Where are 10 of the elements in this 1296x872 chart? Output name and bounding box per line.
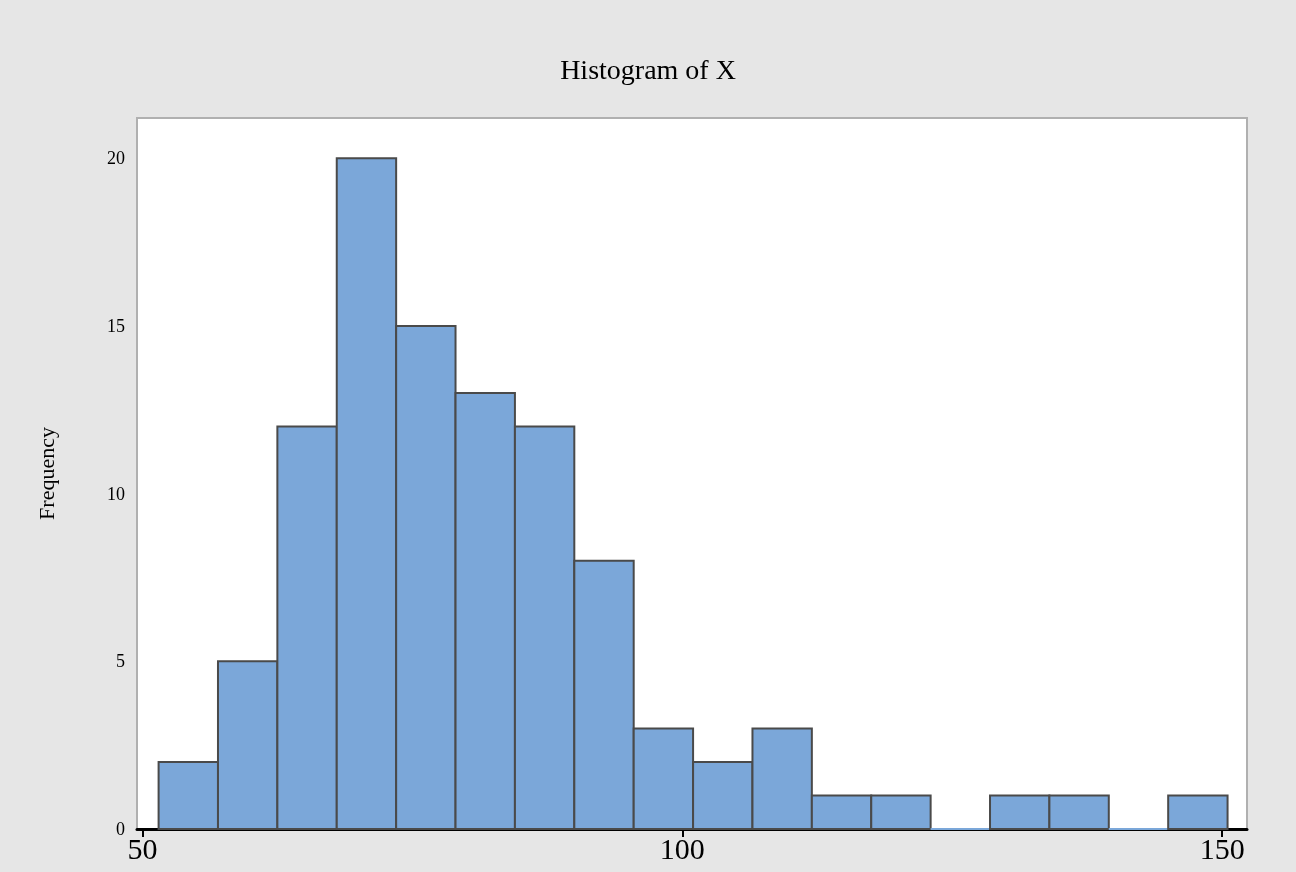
y-tick-label: 20 xyxy=(107,148,125,169)
y-tick-label: 0 xyxy=(116,819,125,839)
y-axis-title: Frequency xyxy=(33,427,59,520)
x-tick-label: 150 xyxy=(1199,831,1245,865)
y-tick-label: 15 xyxy=(107,315,125,336)
y-tick-label: 10 xyxy=(107,483,125,504)
x-tick-label: 100 xyxy=(659,831,705,865)
chart-title: Histogram of X xyxy=(560,53,736,85)
x-tick-label: 50 xyxy=(127,831,158,865)
y-tick-label: 5 xyxy=(116,651,125,672)
